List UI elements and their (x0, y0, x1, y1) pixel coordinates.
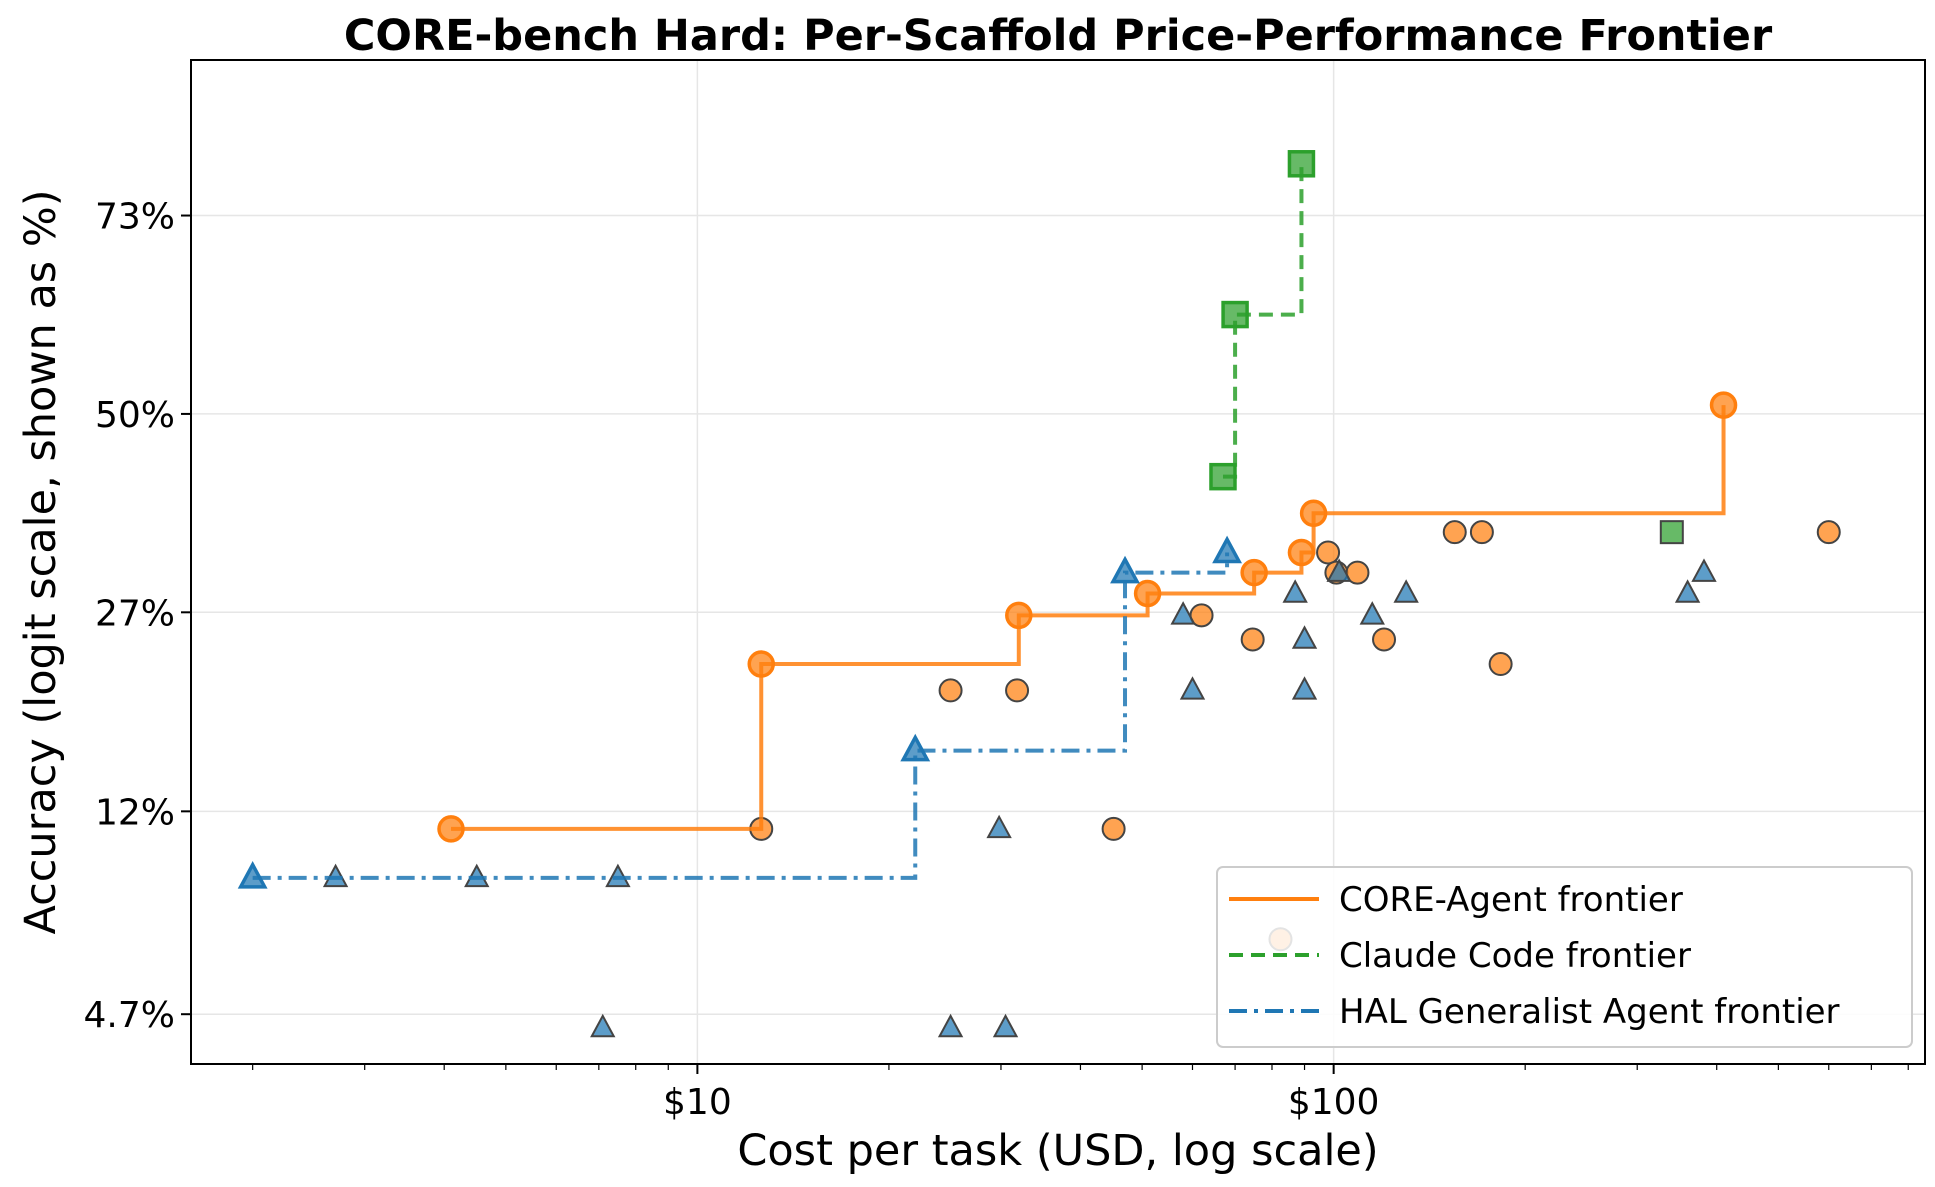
y-axis-label: Accuracy (logit scale, shown as %) (16, 189, 66, 934)
claude-code-frontier-point (1659, 520, 1684, 545)
core-agent-frontier-point (938, 678, 963, 703)
plot-frame (190, 59, 1926, 1065)
core-agent-frontier-frontier-point (1005, 601, 1033, 630)
y-tick-label: 12% (95, 792, 175, 833)
hal-generalist-agent-frontier-point (1291, 625, 1318, 649)
hal-generalist-agent-frontier-point (1393, 579, 1419, 603)
hal-generalist-agent-frontier-frontier-point (1110, 555, 1140, 584)
claude-code-frontier-frontier-point (1287, 150, 1316, 178)
y-tick-label: 73% (95, 197, 175, 238)
x-tick-label: $10 (663, 1082, 732, 1123)
hal-generalist-agent-frontier-point (1674, 579, 1701, 603)
core-agent-frontier-point (1240, 627, 1265, 652)
hal-generalist-agent-frontier-point (590, 1013, 616, 1038)
hal-generalist-agent-frontier-point (986, 814, 1012, 839)
claude-code-frontier-frontier-point (1209, 462, 1237, 491)
legend-box (1216, 866, 1913, 1048)
core-agent-frontier-frontier-point (437, 815, 465, 843)
core-agent-frontier-frontier-point (1240, 558, 1268, 587)
hal-generalist-agent-frontier-point (992, 1013, 1019, 1038)
core-agent-frontier-frontier-point (1133, 579, 1162, 608)
core-agent-frontier-frontier-point (747, 650, 775, 678)
core-agent-frontier-point (1005, 678, 1030, 703)
legend-label: Claude Code frontier (1339, 936, 1691, 976)
hal-generalist-agent-frontier-point (1326, 558, 1352, 582)
legend-label: HAL Generalist Agent frontier (1339, 992, 1840, 1032)
y-tick-label: 50% (95, 395, 175, 436)
core-agent-frontier-point (1442, 520, 1467, 545)
y-tick-label: 27% (95, 593, 175, 634)
claude-code-frontier-frontier-point (1221, 300, 1249, 329)
x-axis-label: Cost per task (USD, log scale) (737, 1126, 1378, 1176)
core-agent-frontier-point (1488, 652, 1513, 677)
core-agent-frontier-point (1469, 520, 1494, 545)
core-agent-frontier-frontier-point (1287, 538, 1316, 567)
hal-generalist-agent-frontier-point (1282, 579, 1308, 603)
hal-generalist-agent-frontier-frontier-point (1212, 535, 1243, 564)
data-layer (237, 150, 1841, 1038)
core-agent-frontier-point (1816, 520, 1841, 545)
tick-layer: $10 $100 4.7% 12% 27% 50% 73% (84, 197, 1909, 1123)
hal-generalist-agent-frontier-point (1179, 676, 1206, 700)
hal-generalist-agent-frontier-point (937, 1013, 964, 1038)
hal-generalist-agent-frontier-line (252, 552, 1230, 880)
hal-generalist-agent-frontier-point (1691, 558, 1717, 582)
hal-generalist-agent-frontier-frontier-point (900, 733, 931, 762)
core-agent-frontier-frontier-point (1299, 499, 1328, 528)
core-agent-frontier-point (1316, 540, 1341, 565)
hal-generalist-agent-frontier-frontier-point (237, 860, 268, 889)
hal-generalist-agent-frontier-point (1170, 601, 1196, 625)
hal-generalist-agent-frontier-point (1291, 676, 1318, 700)
chart-title: CORE-bench Hard: Per-Scaffold Price-Perf… (344, 11, 1773, 61)
core-agent-frontier-point (1372, 627, 1397, 652)
core-agent-frontier-point (1101, 816, 1126, 841)
y-tick-label: 4.7% (84, 995, 175, 1036)
core-agent-frontier-frontier-point (1709, 391, 1738, 419)
legend: CORE-Agent frontier Claude Code frontier H… (1216, 866, 1913, 1048)
hal-generalist-agent-frontier-point (1359, 601, 1385, 625)
legend-label: CORE-Agent frontier (1339, 880, 1683, 920)
x-tick-label: $100 (1288, 1082, 1380, 1123)
